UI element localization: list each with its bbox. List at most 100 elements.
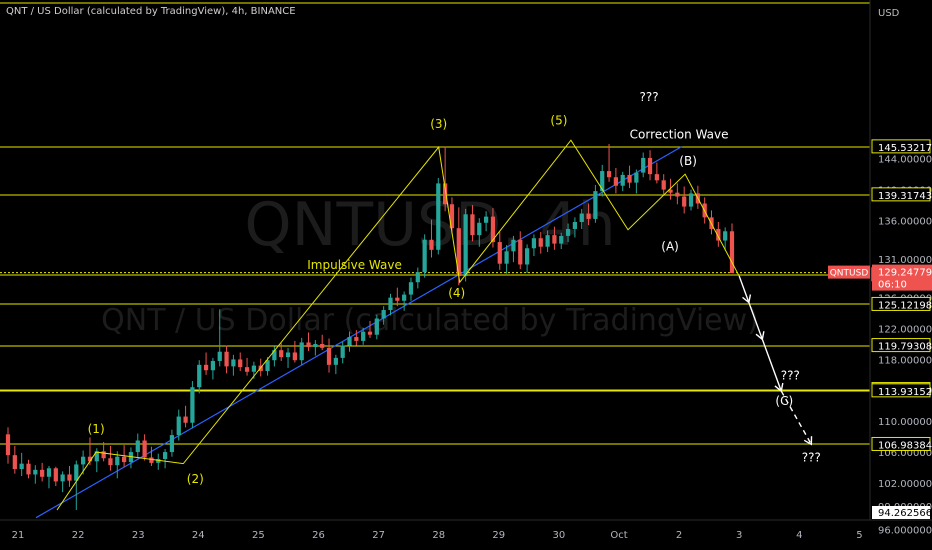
impulse-wave-path <box>56 139 740 511</box>
y-tick-label: 136.000000 <box>878 216 932 227</box>
x-tick-label: 4 <box>796 530 802 541</box>
candle-body <box>422 239 427 273</box>
candle-body <box>299 342 304 361</box>
x-tick-label: Oct <box>610 530 627 541</box>
candle-body <box>67 474 72 481</box>
candle-body <box>572 222 578 229</box>
candle-body <box>395 297 400 301</box>
candle-body <box>203 364 209 371</box>
candle-body <box>688 193 694 207</box>
candle-body <box>40 469 45 477</box>
candle-body <box>593 191 598 219</box>
y-tick-label: 110.000000 <box>878 417 932 428</box>
wave-annotation: (A) <box>661 240 679 254</box>
candle-body <box>504 251 509 264</box>
watermark-description: QNT / US Dollar (calculated by TradingVi… <box>101 303 759 338</box>
current-price-value: 129.247796 <box>878 268 932 279</box>
wave-annotation: Impulsive Wave <box>307 258 402 272</box>
candle-body <box>600 171 605 192</box>
candle-body <box>333 357 338 365</box>
level-tag-label: 113.931528 <box>878 387 932 398</box>
level-tag <box>871 436 931 451</box>
candle-body <box>265 360 270 372</box>
candle-body <box>74 464 79 481</box>
candle-body <box>244 367 250 372</box>
chart-title: QNT / US Dollar (calculated by TradingVi… <box>6 6 296 17</box>
candle-body <box>716 228 721 241</box>
level-tag-label: 145.532179 <box>878 143 932 154</box>
candle-body <box>251 365 257 372</box>
candle-body <box>490 216 496 243</box>
candle-body <box>374 318 379 335</box>
wave-annotation: (1) <box>88 422 105 436</box>
candle-body <box>367 331 373 335</box>
candle-body <box>272 350 277 361</box>
candle-body <box>559 235 564 244</box>
candle-body <box>190 387 195 423</box>
candle-body <box>443 183 448 205</box>
level-tag-label: 106.983844 <box>878 440 932 451</box>
candle-body <box>162 452 168 460</box>
candle-body <box>634 172 639 183</box>
level-tag <box>871 338 931 353</box>
candle-body <box>361 331 366 341</box>
candle-body <box>723 231 728 241</box>
candle-body <box>388 297 393 311</box>
candle-body <box>224 351 229 367</box>
candle-body <box>340 345 345 358</box>
arrow-head <box>803 436 813 446</box>
candle-body <box>238 359 243 368</box>
wave-annotation: (3) <box>430 117 447 131</box>
x-tick-label: 30 <box>553 530 566 541</box>
candle-body <box>620 174 625 186</box>
candle-body <box>449 204 455 229</box>
candle-body <box>579 213 584 223</box>
x-tick-label: 5 <box>856 530 862 541</box>
candle-body <box>292 352 297 361</box>
candle-body <box>429 239 434 250</box>
candle-body <box>354 337 359 341</box>
level-tag <box>871 187 931 202</box>
candle-body <box>121 456 127 463</box>
level-tag <box>871 383 931 398</box>
candle-body <box>135 440 140 453</box>
y-tick-label: 118.000000 <box>878 355 932 366</box>
symbol-tag-label: QNTUSD <box>830 269 869 279</box>
candle-body <box>101 451 106 459</box>
arrow-head <box>742 294 752 304</box>
candle-body <box>285 352 291 358</box>
candle-body <box>477 222 482 236</box>
candle-body <box>661 180 666 190</box>
candle-body <box>326 347 332 365</box>
candle-body <box>306 342 311 348</box>
arrow-head <box>755 331 765 341</box>
x-tick-label: 21 <box>12 530 25 541</box>
correction-projection-dashed <box>780 390 812 445</box>
candle-body <box>94 451 99 462</box>
candle-body <box>115 456 120 466</box>
candle-body <box>483 216 489 223</box>
candle-body <box>33 469 38 475</box>
x-tick-label: 22 <box>72 530 85 541</box>
candle-body <box>565 228 571 236</box>
level-tag-label: 139.317437 <box>878 191 932 202</box>
y-tick-label: 131.000000 <box>878 255 932 266</box>
candle-body <box>149 457 154 463</box>
x-tick-label: 2 <box>676 530 682 541</box>
y-tick-label: 102.000000 <box>878 479 932 490</box>
bottom-price-tag <box>872 506 930 519</box>
candle-body <box>545 235 550 247</box>
level-tag <box>871 139 931 154</box>
x-tick-label: 24 <box>192 530 205 541</box>
wave-annotation: ??? <box>781 369 800 383</box>
candle-body <box>279 350 284 358</box>
candle-body <box>497 242 502 264</box>
candle-body <box>627 174 632 183</box>
candle-body <box>613 177 619 186</box>
y-tick-label: 122.000000 <box>878 325 932 336</box>
x-tick-label: 29 <box>492 530 505 541</box>
candle-body <box>46 468 52 477</box>
